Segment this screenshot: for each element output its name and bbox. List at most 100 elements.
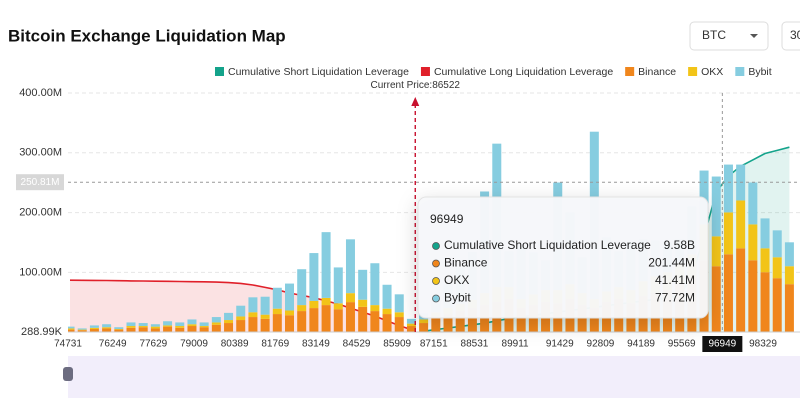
- bar-segment: [394, 294, 404, 313]
- bar-segment: [236, 320, 246, 332]
- bar-segment: [760, 248, 770, 273]
- period-select[interactable]: [781, 21, 800, 51]
- current-price-annotation: Current Price:86522: [371, 80, 461, 91]
- bar-segment: [175, 327, 185, 332]
- period-value: 30: [790, 28, 800, 42]
- bar-segment: [382, 314, 392, 332]
- legend-swatch: [735, 67, 745, 76]
- bar-segment: [297, 311, 307, 332]
- bar-segment: [309, 253, 319, 301]
- bar-segment: [382, 284, 392, 309]
- bar-segment: [333, 303, 343, 310]
- bar-segment: [187, 324, 197, 327]
- current-price-value: 86522: [432, 80, 460, 91]
- legend-label: Binance: [638, 66, 676, 78]
- bar-segment: [248, 312, 258, 318]
- bar-segment: [272, 314, 282, 332]
- bar-segment: [394, 312, 404, 318]
- current-price-label: Current Price:: [371, 80, 433, 91]
- bar-segment: [370, 305, 380, 312]
- bar-segment: [163, 325, 173, 327]
- bar-segment: [394, 317, 404, 332]
- bar-segment: [285, 310, 295, 316]
- tooltip-dot: [432, 242, 440, 250]
- range-slider[interactable]: [68, 356, 800, 398]
- caret: [750, 34, 758, 38]
- x-tick-label: 84529: [343, 339, 371, 350]
- bar-segment: [224, 323, 234, 332]
- bar-segment: [784, 266, 794, 285]
- x-tick-label: 91429: [546, 339, 574, 350]
- symbol-value: BTC: [702, 28, 726, 42]
- bar-segment: [358, 269, 368, 300]
- bar-segment: [272, 308, 282, 315]
- legend-label: Cumulative Long Liquidation Leverage: [434, 66, 613, 78]
- x-tick-label: 76249: [99, 339, 127, 350]
- bar-segment: [748, 224, 758, 261]
- crosshair-y-box: [16, 174, 64, 191]
- bar-segment: [260, 318, 270, 332]
- bar-segment: [260, 296, 270, 315]
- bar-segment: [748, 182, 758, 225]
- bar-segment: [455, 311, 465, 332]
- y-tick-label: 100.00M: [19, 266, 62, 278]
- bar-segment: [528, 305, 538, 332]
- tooltip-name: OKX: [444, 273, 469, 287]
- x-tick-label: 94189: [627, 339, 655, 350]
- bar-segment: [77, 329, 87, 331]
- bar-segment: [138, 323, 148, 327]
- tooltip-name: Bybit: [444, 291, 471, 305]
- legend-swatch: [420, 67, 430, 76]
- bar-segment: [199, 327, 209, 332]
- tooltip: [417, 196, 709, 319]
- slider-handle[interactable]: [63, 367, 73, 381]
- bar-segment: [89, 329, 99, 332]
- legend-label: Bybit: [748, 66, 771, 78]
- bar-segment: [321, 305, 331, 332]
- bar-segment: [784, 284, 794, 332]
- bar-segment: [285, 283, 295, 311]
- bar-segment: [333, 309, 343, 332]
- bar-segment: [297, 305, 307, 312]
- bar-segment: [309, 308, 319, 332]
- bar-segment: [150, 324, 160, 327]
- bar-segment: [77, 330, 87, 332]
- crosshair-x-label: 96949: [708, 339, 736, 350]
- overlay: Current Price:86522 250.81M 96949 96949 Cumu…: [16, 80, 800, 352]
- bar-segment: [480, 305, 490, 332]
- y-tick-label: 400.00M: [19, 87, 62, 99]
- bar-segment: [723, 164, 733, 213]
- chart-title: Bitcoin Exchange Liquidation Map: [8, 26, 286, 45]
- bar-segment: [126, 326, 136, 328]
- bar-segment: [431, 317, 441, 332]
- bar-segment: [126, 327, 136, 332]
- bar-segment: [102, 328, 112, 332]
- tooltip-name: Cumulative Short Liquidation Leverage: [444, 238, 651, 252]
- symbol-select[interactable]: [689, 21, 769, 51]
- tooltip-title: 96949: [430, 212, 464, 226]
- bar-segment: [736, 248, 746, 332]
- bar-segment: [589, 308, 599, 332]
- x-tick-label: 95569: [668, 339, 696, 350]
- x-tick-label: 89911: [502, 339, 530, 350]
- x-tick-label: 98329: [749, 339, 777, 350]
- x-tick-label: 88531: [461, 339, 489, 350]
- bar-segment: [211, 322, 221, 325]
- bar-segment: [114, 329, 124, 332]
- x-tick-label: 81769: [261, 339, 289, 350]
- bar-segment: [187, 319, 197, 325]
- x-tick-label: 87151: [420, 339, 448, 350]
- bar-segment: [760, 218, 770, 249]
- bar-segment: [272, 287, 282, 309]
- y-tick-label: 200.00M: [19, 206, 62, 218]
- bar-segment: [406, 326, 416, 332]
- bar-segment: [760, 272, 770, 332]
- bar-segment: [138, 327, 148, 332]
- bar-segment: [772, 278, 782, 332]
- bar-segment: [345, 302, 355, 332]
- bar-segment: [236, 305, 246, 317]
- legend-label: OKX: [701, 66, 723, 78]
- bar-segment: [406, 318, 416, 324]
- bar-segment: [248, 317, 258, 332]
